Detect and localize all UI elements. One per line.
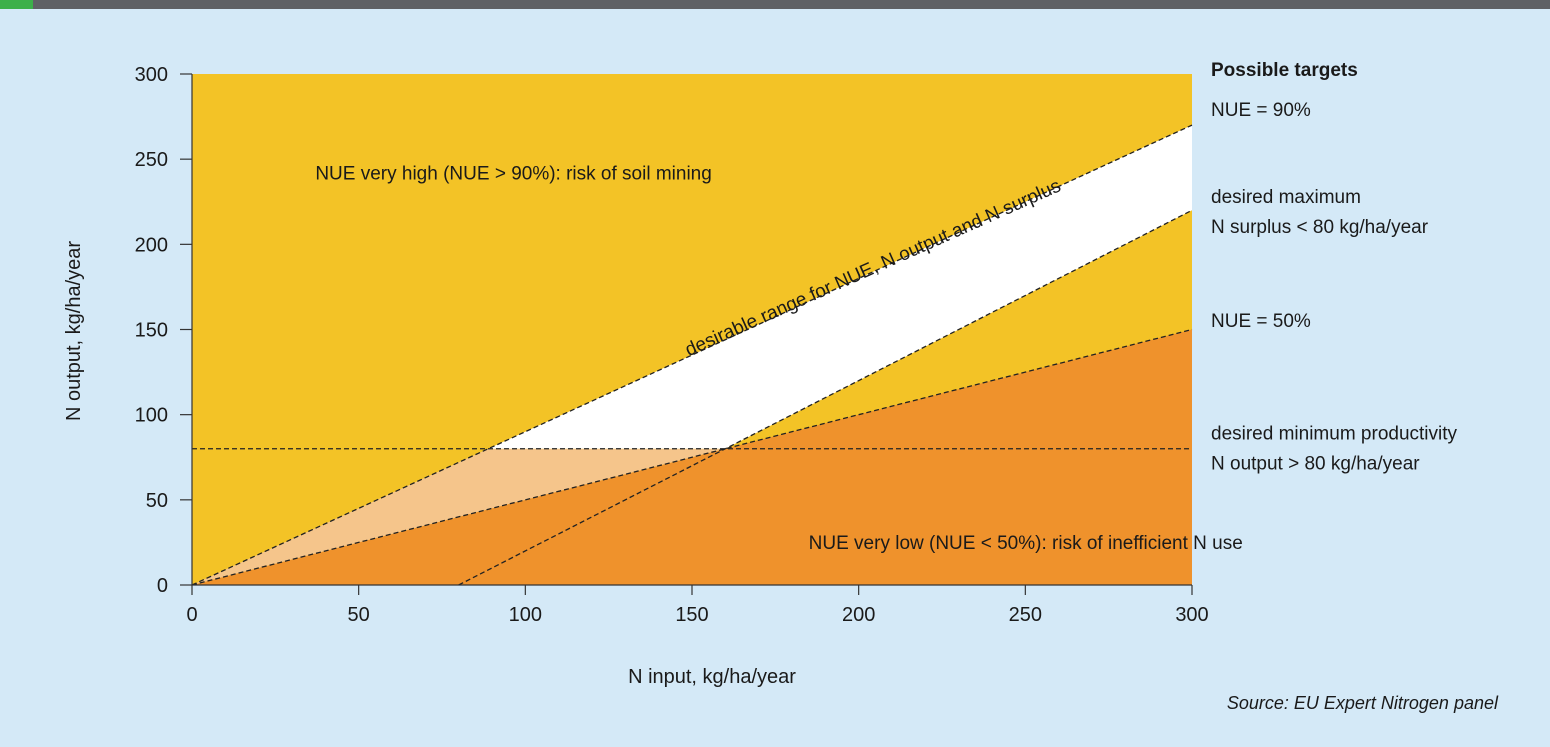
x-tick-label: 250: [1009, 604, 1042, 626]
y-tick-label: 100: [135, 405, 168, 427]
y-tick-label: 50: [146, 490, 168, 512]
side-panel-title: Possible targets: [1211, 60, 1358, 81]
line-max-surplus: [458, 209, 1193, 586]
x-tick-label: 100: [509, 604, 542, 626]
source-note: Source: EU Expert Nitrogen panel: [1227, 693, 1499, 713]
region-label-very-high: NUE very high (NUE > 90%): risk of soil …: [315, 164, 712, 185]
side-panel-item-line: desired maximum: [1211, 187, 1361, 208]
zone-low-productivity: [458, 448, 1192, 585]
y-tick-label: 0: [157, 575, 168, 597]
line-nue-50: [191, 328, 1193, 586]
side-panel-item-line: NUE = 90%: [1211, 100, 1311, 121]
side-panel-item-line: N output > 80 kg/ha/year: [1211, 454, 1420, 475]
side-panel-item-line: NUE = 50%: [1211, 311, 1311, 332]
y-tick-label: 200: [135, 234, 168, 256]
y-axis-label: N output, kg/ha/year: [63, 241, 85, 421]
side-panel-item-line: desired minimum productivity: [1211, 424, 1458, 445]
chart-lines: [191, 124, 1193, 586]
x-tick-label: 50: [348, 604, 370, 626]
region-label-very-low: NUE very low (NUE < 50%): risk of ineffi…: [809, 533, 1243, 554]
x-axis-label: N input, kg/ha/year: [628, 666, 796, 688]
y-tick-label: 300: [135, 64, 168, 86]
chart-axes: 0 50 100 150 200 250 300 0 50 100 150 200 250 300 N in…: [63, 64, 1209, 688]
x-tick-label: 200: [842, 604, 875, 626]
top-banner-bar: [0, 0, 1550, 9]
x-tick-label: 300: [1175, 604, 1208, 626]
chart-zones: [192, 74, 1192, 585]
y-tick-label: 150: [135, 320, 168, 342]
x-tick-label: 0: [186, 604, 197, 626]
y-tick-label: 250: [135, 149, 168, 171]
top-banner-accent: [0, 0, 33, 9]
x-tick-label: 150: [675, 604, 708, 626]
side-panel-item-line: N surplus < 80 kg/ha/year: [1211, 217, 1429, 238]
